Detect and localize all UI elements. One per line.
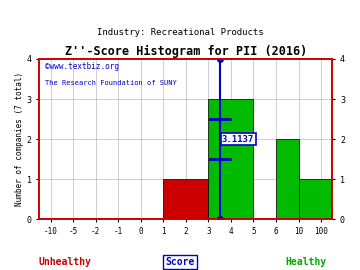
Text: Healthy: Healthy	[285, 257, 327, 267]
Bar	[163, 179, 208, 220]
Text: The Research Foundation of SUNY: The Research Foundation of SUNY	[45, 80, 177, 86]
Y-axis label: Number of companies (7 total): Number of companies (7 total)	[15, 72, 24, 206]
Bar	[276, 139, 298, 220]
Bar	[208, 99, 253, 220]
Title: Z''-Score Histogram for PII (2016): Z''-Score Histogram for PII (2016)	[65, 45, 307, 58]
Text: Unhealthy: Unhealthy	[39, 257, 91, 267]
Text: ©www.textbiz.org: ©www.textbiz.org	[45, 62, 119, 71]
Bar	[298, 179, 344, 220]
Text: 3.1137: 3.1137	[222, 135, 254, 144]
Text: Score: Score	[165, 257, 195, 267]
Text: Industry: Recreational Products: Industry: Recreational Products	[97, 28, 263, 37]
